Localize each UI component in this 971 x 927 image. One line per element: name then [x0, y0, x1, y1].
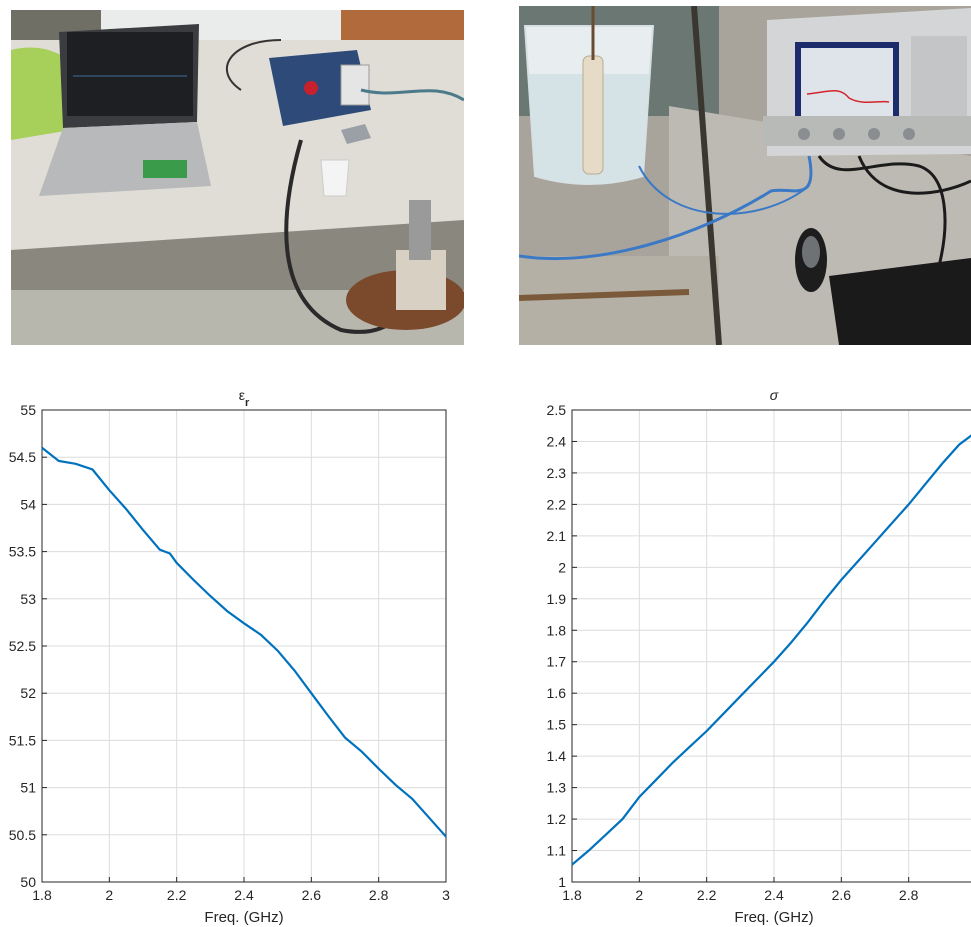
conductivity-x-tick-label: 2 [635, 887, 643, 903]
conductivity-y-tick-label: 1.6 [547, 685, 567, 701]
permittivity-y-tick-label: 52 [20, 685, 36, 701]
conductivity-x-tick-label: 2.2 [697, 887, 717, 903]
permittivity-y-tick-label: 54.5 [9, 449, 36, 465]
permittivity-x-tick-label: 2.2 [167, 887, 187, 903]
permittivity-y-tick-label: 53 [20, 591, 36, 607]
conductivity-y-tick-label: 2.3 [547, 465, 567, 481]
permittivity-series-line [41, 446, 447, 838]
conductivity-x-axis-label: Freq. (GHz) [734, 909, 813, 926]
permittivity-ticks: 1.8 2 2.2 2.4 2.6 2.8 3 50 50.5 51 51.5 52 52.5 53 53.… [9, 402, 450, 903]
conductivity-x-tick-label: 1.8 [562, 887, 582, 903]
conductivity-plot-frame [571, 409, 971, 883]
conductivity-y-tick-label: 1 [558, 874, 566, 890]
conductivity-y-tick-label: 2.2 [547, 496, 567, 512]
conductivity-x-tick-label: 2.6 [832, 887, 852, 903]
permittivity-y-tick-label: 54 [20, 496, 36, 512]
conductivity-x-tick-label: 2.8 [899, 887, 919, 903]
permittivity-x-tick-label: 2 [105, 887, 113, 903]
permittivity-y-tick-label: 55 [20, 402, 36, 418]
permittivity-y-tick-label: 50 [20, 874, 36, 890]
permittivity-y-tick-label: 51 [20, 780, 36, 796]
permittivity-x-tick-label: 2.6 [302, 887, 322, 903]
conductivity-chart: 1.8 2 2.2 2.4 2.6 2.8 1 1.1 1.2 1.3 1.4 1.5 1.6 1.7 1.… [547, 387, 971, 926]
photo-lab-setup-drawing [11, 10, 464, 345]
beaker-icon [523, 6, 655, 185]
permittivity-x-tick-label: 2.8 [369, 887, 389, 903]
permittivity-x-tick-label: 2.4 [234, 887, 254, 903]
mouse-icon [795, 228, 827, 292]
conductivity-y-tick-label: 1.3 [547, 780, 567, 796]
conductivity-y-tick-label: 1.2 [547, 811, 567, 827]
conductivity-y-tick-label: 1.8 [547, 622, 567, 638]
permittivity-y-tick-label: 52.5 [9, 638, 36, 654]
permittivity-chart: 1.8 2 2.2 2.4 2.6 2.8 3 50 50.5 51 51.5 52 52.5 53 53.… [9, 387, 450, 926]
conductivity-y-tick-label: 1.5 [547, 717, 567, 733]
conductivity-y-tick-label: 2.4 [547, 433, 567, 449]
conductivity-ticks: 1.8 2 2.2 2.4 2.6 2.8 1 1.1 1.2 1.3 1.4 1.5 1.6 1.7 1.… [547, 402, 919, 903]
laptop-icon [39, 24, 211, 196]
permittivity-x-tick-label: 1.8 [32, 887, 52, 903]
conductivity-series-line [571, 434, 971, 866]
conductivity-chart-title: σ [770, 387, 779, 403]
conductivity-y-tick-label: 1.1 [547, 843, 567, 859]
conductivity-y-tick-label: 1.4 [547, 748, 567, 764]
photo-beaker-analyzer [519, 6, 971, 345]
permittivity-y-tick-label: 51.5 [9, 732, 36, 748]
photo-lab-setup [11, 10, 464, 345]
permittivity-chart-title: εr [239, 387, 250, 409]
permittivity-x-tick-label: 3 [442, 887, 450, 903]
conductivity-y-tick-label: 2.5 [547, 402, 567, 418]
network-analyzer-icon [763, 8, 971, 156]
conductivity-y-tick-label: 1.7 [547, 654, 567, 670]
permittivity-y-tick-label: 50.5 [9, 827, 36, 843]
keyboard-icon [829, 258, 971, 345]
permittivity-x-axis-label: Freq. (GHz) [204, 909, 283, 926]
conductivity-y-tick-label: 2 [558, 559, 566, 575]
conductivity-y-tick-label: 2.1 [547, 528, 567, 544]
conductivity-grid [571, 409, 971, 883]
conductivity-x-tick-label: 2.4 [764, 887, 784, 903]
conductivity-y-tick-label: 1.9 [547, 591, 567, 607]
photo-beaker-analyzer-drawing [519, 6, 971, 345]
permittivity-y-tick-label: 53.5 [9, 544, 36, 560]
